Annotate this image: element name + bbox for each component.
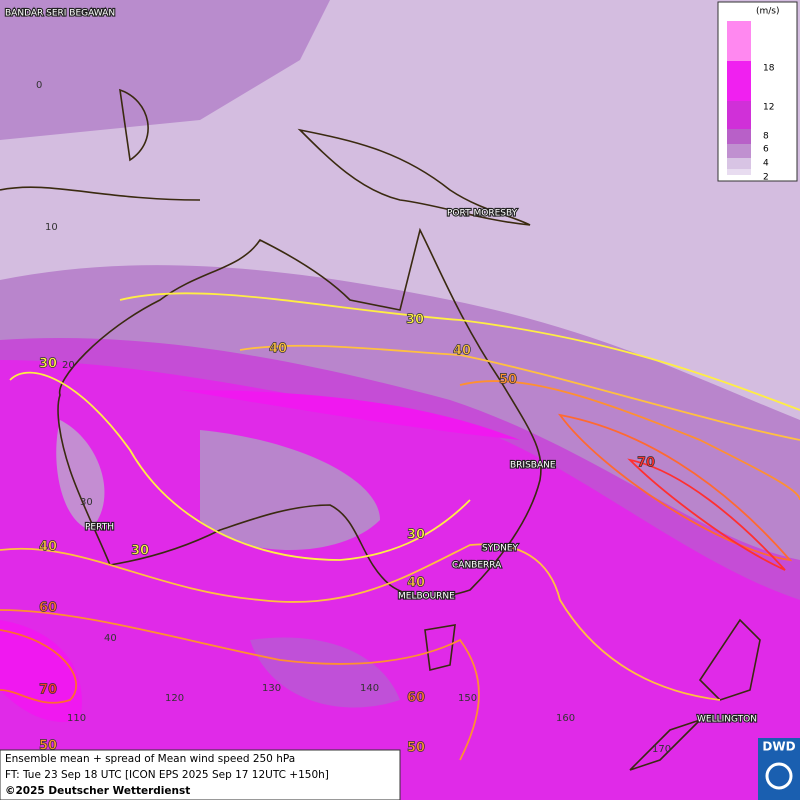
grid-label: 120 xyxy=(165,693,184,704)
contour-label: 30 xyxy=(406,313,424,328)
grid-label: 160 xyxy=(556,713,575,724)
spread-area xyxy=(0,620,82,723)
logo: DWD xyxy=(762,740,795,754)
footer-box xyxy=(0,749,401,800)
contour-label: 30 xyxy=(407,528,425,543)
spread-area xyxy=(180,390,520,440)
legend-swatch xyxy=(727,158,751,169)
contour-label: 60 xyxy=(407,691,425,706)
contour-label: 40 xyxy=(453,344,471,359)
footer-text: Ensemble mean + spread of Mean wind spee… xyxy=(5,753,295,765)
spread-area xyxy=(0,0,330,140)
legend-label: 12 xyxy=(763,103,774,113)
grid-label: 10 xyxy=(45,222,58,233)
city-label: PERTH xyxy=(85,523,114,533)
legend-unit: (m/s) xyxy=(756,7,780,17)
contour-label: 40 xyxy=(407,576,425,591)
legend-swatch xyxy=(727,101,751,129)
city-label: PORT MORESBY xyxy=(447,209,518,219)
footer-text: ©2025 Deutscher Wetterdienst xyxy=(5,785,190,797)
contour-label: 30 xyxy=(131,544,149,559)
city-label: WELLINGTON xyxy=(697,715,757,725)
legend-swatch xyxy=(727,21,751,61)
spread-area xyxy=(250,637,400,708)
spread-area xyxy=(200,430,380,550)
contour-label: 50 xyxy=(499,373,517,388)
spread-area xyxy=(56,420,105,530)
contour-label: 50 xyxy=(407,741,425,756)
grid-label: 150 xyxy=(458,693,477,704)
legend-label: 18 xyxy=(763,64,775,74)
contour-label: 30 xyxy=(39,357,57,372)
logo-box xyxy=(758,738,800,800)
grid-label: 170 xyxy=(652,744,671,755)
grid-label: 110 xyxy=(67,713,86,724)
grid-label: 140 xyxy=(360,683,379,694)
grid-label: 20 xyxy=(62,360,75,371)
contour-label: 40 xyxy=(269,342,287,357)
footer-text: FT: Tue 23 Sep 18 UTC [ICON EPS 2025 Sep… xyxy=(5,769,329,781)
legend-label: 4 xyxy=(763,159,769,169)
grid-label: 0 xyxy=(36,80,42,91)
legend-swatch xyxy=(727,144,751,158)
legend-swatch xyxy=(727,129,751,144)
legend-label: 2 xyxy=(763,173,769,183)
city-label: MELBOURNE xyxy=(398,592,455,602)
contour-label: 70 xyxy=(637,456,655,471)
contour-label: 50 xyxy=(39,739,57,754)
legend-swatch xyxy=(727,61,751,101)
legend-swatch xyxy=(727,169,751,175)
city-label: CANBERRA xyxy=(452,561,502,571)
legend-label: 8 xyxy=(763,132,769,142)
city-label: BRISBANE xyxy=(510,461,556,471)
contours xyxy=(0,292,800,761)
grid-label: 30 xyxy=(80,497,93,508)
contour-label: 60 xyxy=(39,601,57,616)
grid-label: 40 xyxy=(104,633,117,644)
grid-label: 130 xyxy=(262,683,281,694)
city-label: SYDNEY xyxy=(482,544,519,554)
city-label: BANDAR SERI BEGAWAN xyxy=(5,9,115,19)
contour-label: 70 xyxy=(39,683,57,698)
legend: (m/s) xyxy=(717,1,798,182)
contour-label: 40 xyxy=(39,540,57,555)
legend-label: 6 xyxy=(763,145,769,155)
logo-swirl xyxy=(765,762,793,790)
coastlines xyxy=(0,88,761,771)
